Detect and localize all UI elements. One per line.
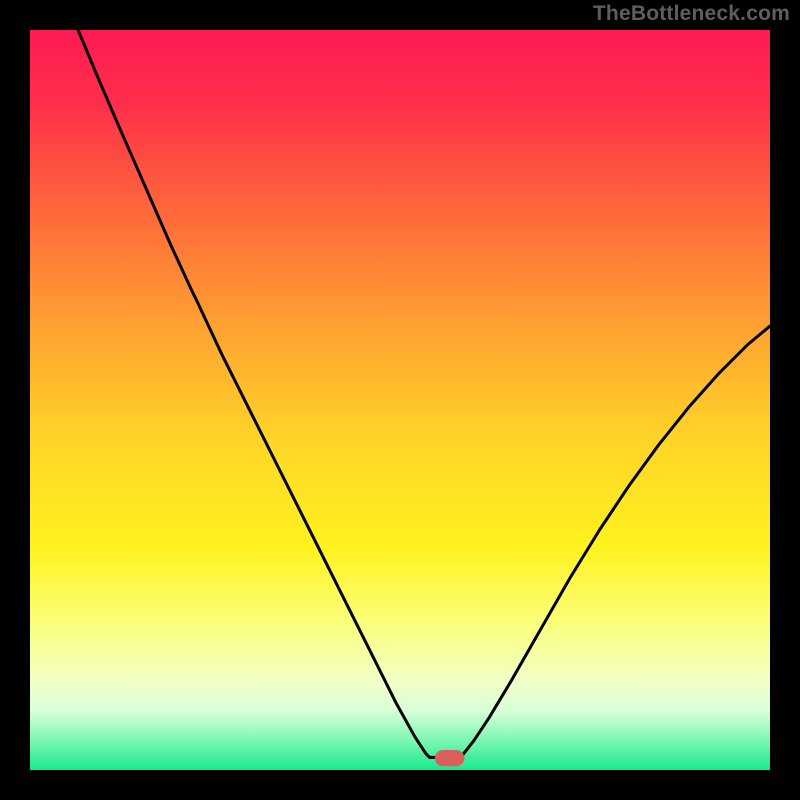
bottleneck-chart: [30, 30, 770, 770]
outer-frame: TheBottleneck.com: [0, 0, 800, 800]
watermark-text: TheBottleneck.com: [593, 2, 790, 26]
vertex-marker: [435, 750, 465, 766]
chart-background: [30, 30, 770, 770]
